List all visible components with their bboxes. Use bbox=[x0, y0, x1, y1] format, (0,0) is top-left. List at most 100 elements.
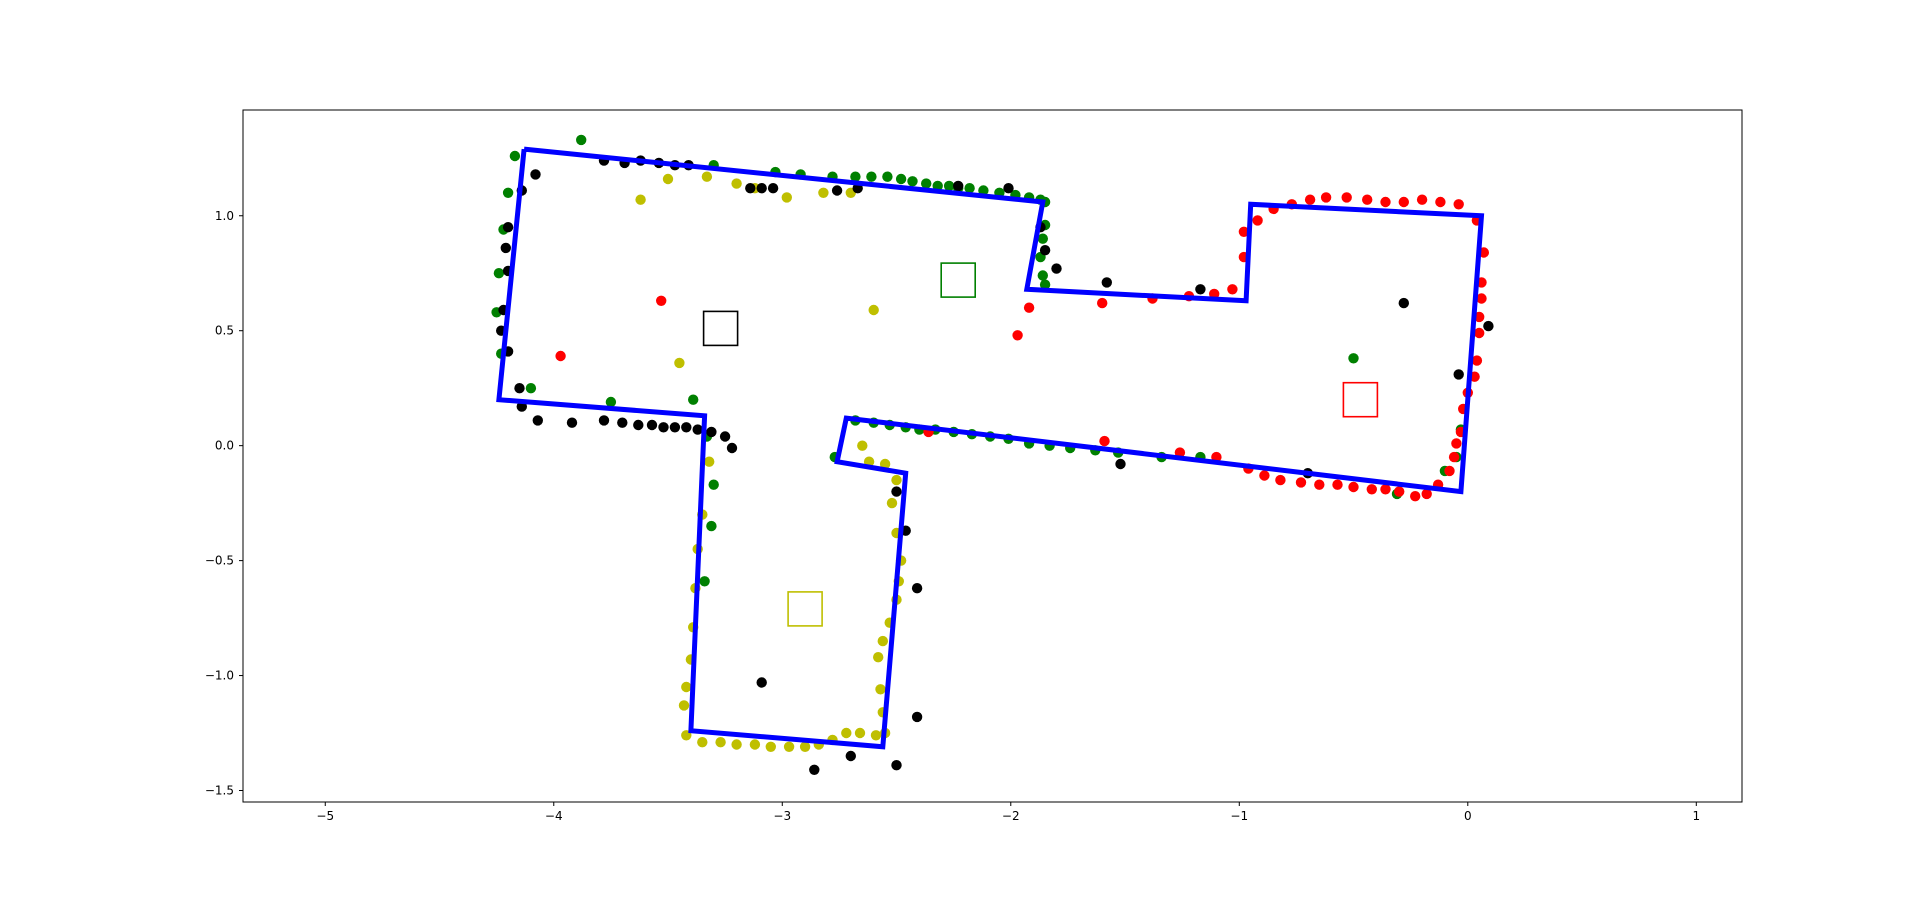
data-point bbox=[1476, 293, 1487, 304]
data-point bbox=[1448, 451, 1460, 463]
y-tick-label: 0.5 bbox=[215, 324, 234, 338]
data-point bbox=[514, 383, 525, 394]
y-tick-label: −0.5 bbox=[205, 554, 234, 568]
data-point bbox=[697, 737, 708, 748]
x-tick-label: −2 bbox=[1002, 809, 1020, 823]
data-point bbox=[911, 711, 923, 723]
data-point bbox=[1416, 194, 1428, 205]
data-point bbox=[1097, 297, 1108, 309]
data-point bbox=[1398, 196, 1410, 208]
data-point bbox=[1275, 474, 1286, 486]
square-marker bbox=[1342, 381, 1379, 418]
data-point bbox=[1238, 226, 1250, 237]
data-point bbox=[1410, 491, 1421, 502]
data-point bbox=[662, 173, 674, 185]
data-point bbox=[1314, 479, 1325, 490]
y-tick-label: 0.0 bbox=[215, 439, 234, 453]
data-point bbox=[809, 764, 820, 775]
data-point bbox=[719, 431, 731, 442]
data-point bbox=[911, 583, 923, 594]
data-point bbox=[953, 180, 964, 192]
data-point bbox=[854, 727, 866, 739]
data-point bbox=[749, 739, 761, 750]
axes-frame bbox=[242, 109, 1743, 803]
data-point bbox=[1362, 194, 1373, 205]
data-point bbox=[907, 176, 918, 187]
data-point bbox=[1348, 481, 1359, 493]
data-point bbox=[708, 479, 719, 490]
data-point bbox=[783, 741, 795, 752]
data-point bbox=[1023, 302, 1035, 313]
data-point bbox=[1037, 270, 1049, 281]
data-point bbox=[1295, 477, 1307, 488]
data-point bbox=[781, 192, 792, 203]
data-point bbox=[566, 417, 578, 428]
data-point bbox=[704, 456, 715, 467]
data-point bbox=[1332, 479, 1343, 490]
data-point bbox=[818, 187, 829, 198]
wall-outline bbox=[496, 146, 1485, 750]
data-point bbox=[681, 422, 692, 433]
data-point bbox=[715, 737, 726, 748]
data-point bbox=[731, 178, 742, 189]
data-point bbox=[656, 295, 667, 306]
data-point bbox=[857, 440, 868, 451]
data-point bbox=[943, 180, 955, 192]
data-point bbox=[879, 458, 891, 470]
data-point bbox=[932, 180, 943, 192]
data-point bbox=[525, 383, 537, 394]
data-point bbox=[706, 426, 717, 438]
data-point bbox=[1252, 215, 1263, 226]
data-point bbox=[701, 171, 713, 182]
data-point bbox=[1483, 320, 1494, 332]
data-point bbox=[1471, 355, 1483, 366]
data-point bbox=[699, 576, 710, 587]
data-point bbox=[1259, 470, 1270, 481]
data-point bbox=[868, 304, 879, 316]
data-point bbox=[877, 635, 888, 647]
data-point bbox=[1037, 233, 1049, 244]
data-point bbox=[866, 171, 877, 182]
data-point bbox=[891, 474, 902, 486]
square-marker bbox=[787, 591, 823, 627]
data-point bbox=[731, 739, 742, 750]
data-point bbox=[1099, 435, 1110, 447]
x-tick-label: 0 bbox=[1464, 809, 1472, 823]
data-point bbox=[1195, 284, 1206, 295]
data-point bbox=[767, 183, 779, 194]
data-point bbox=[502, 222, 514, 233]
data-point bbox=[1051, 263, 1062, 274]
data-point bbox=[1394, 486, 1405, 497]
data-point bbox=[633, 419, 644, 431]
data-point bbox=[1101, 277, 1113, 288]
axes-layer: −5 −4 −3 −2 −1 0 1 −1.5 −1.0 −0.5 0.0 0.5 1.0 bbox=[205, 109, 1743, 823]
data-point bbox=[692, 424, 703, 435]
data-point bbox=[678, 700, 690, 711]
data-point bbox=[1320, 192, 1332, 203]
data-point bbox=[891, 486, 902, 497]
data-point bbox=[964, 183, 975, 194]
data-point bbox=[1444, 465, 1455, 477]
data-point bbox=[845, 750, 856, 762]
data-point bbox=[635, 194, 646, 205]
data-point bbox=[500, 242, 511, 254]
data-point bbox=[1435, 196, 1446, 208]
data-point bbox=[756, 677, 767, 688]
data-point bbox=[706, 520, 717, 532]
data-point bbox=[875, 684, 886, 695]
square-marker bbox=[940, 262, 977, 298]
data-point bbox=[895, 173, 907, 185]
marker-layer bbox=[702, 262, 1379, 627]
data-point bbox=[1474, 327, 1485, 339]
data-point bbox=[646, 419, 658, 431]
data-point bbox=[1451, 438, 1462, 449]
data-point bbox=[799, 741, 811, 752]
data-point bbox=[891, 760, 902, 771]
data-point bbox=[674, 357, 685, 369]
walls-layer bbox=[496, 146, 1485, 750]
data-point bbox=[882, 171, 893, 182]
data-point bbox=[1348, 353, 1359, 364]
data-point bbox=[1453, 369, 1464, 380]
data-point bbox=[1453, 199, 1464, 210]
